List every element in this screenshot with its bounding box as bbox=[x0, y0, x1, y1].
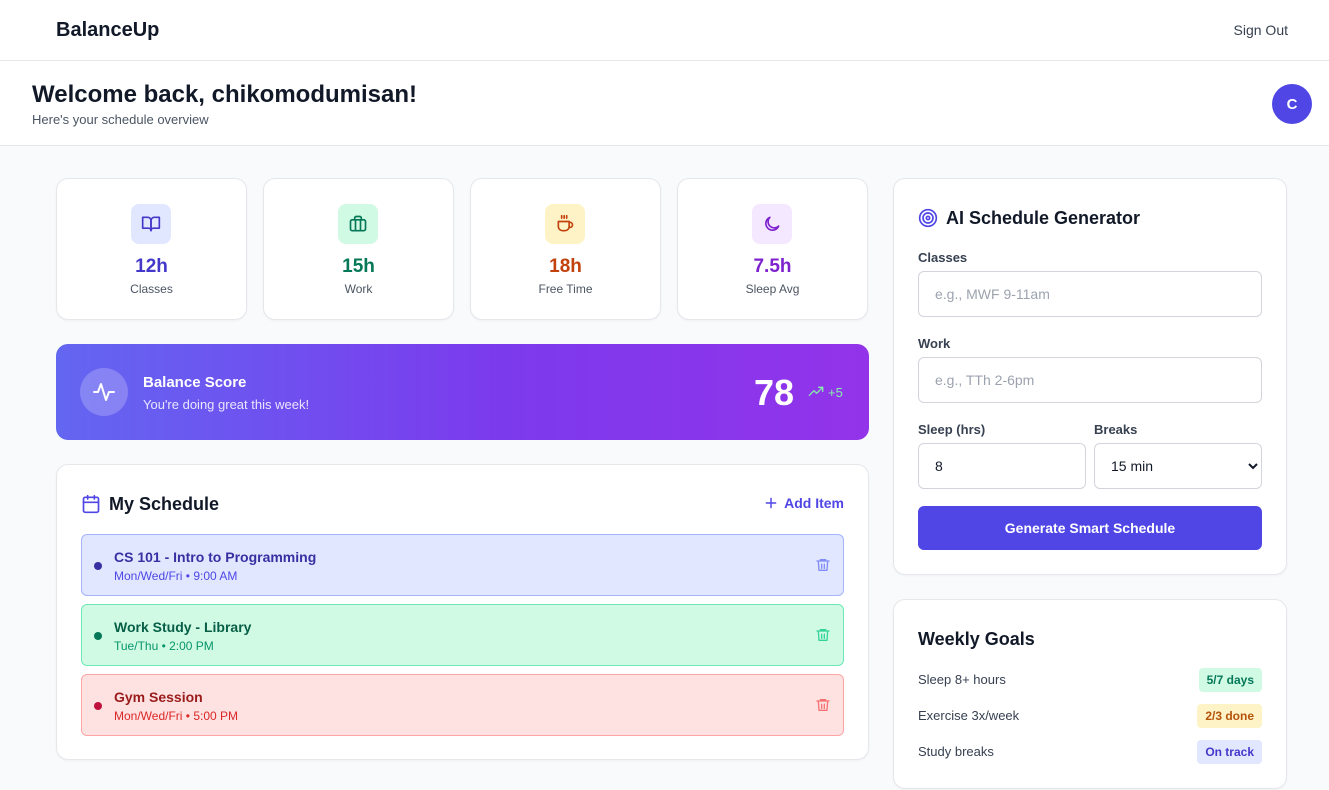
breaks-label: Breaks bbox=[1094, 422, 1138, 437]
goal-row: Exercise 3x/week 2/3 done bbox=[918, 704, 1262, 728]
balance-delta: +5 bbox=[808, 384, 843, 400]
avatar[interactable]: C bbox=[1272, 84, 1312, 124]
add-item-button[interactable]: Add Item bbox=[764, 495, 844, 511]
schedule-title: My Schedule bbox=[109, 494, 220, 514]
page-subtitle: Here's your schedule overview bbox=[32, 112, 209, 127]
sign-out-button[interactable]: Sign Out bbox=[1233, 22, 1288, 38]
trash-icon[interactable] bbox=[815, 627, 831, 643]
book-icon bbox=[131, 204, 171, 244]
target-icon bbox=[918, 208, 938, 228]
balance-subtitle: You're doing great this week! bbox=[143, 397, 310, 412]
balance-score-banner: Balance Score You're doing great this we… bbox=[56, 344, 869, 440]
schedule-item[interactable]: Gym Session Mon/Wed/Fri • 5:00 PM bbox=[81, 674, 844, 736]
schedule-card: My Schedule Add Item CS 101 - Intro to P… bbox=[56, 464, 869, 760]
balance-title: Balance Score bbox=[143, 374, 247, 391]
schedule-item-name: Work Study - Library bbox=[114, 619, 252, 635]
classes-input[interactable] bbox=[918, 271, 1262, 317]
welcome-header: Welcome back, chikomodumisan! Here's you… bbox=[0, 61, 1329, 146]
ai-generator-title: AI Schedule Generator bbox=[946, 208, 1141, 228]
stat-label: Work bbox=[344, 282, 373, 296]
goal-badge: 5/7 days bbox=[1198, 668, 1262, 692]
activity-icon bbox=[80, 368, 128, 416]
schedule-item[interactable]: CS 101 - Intro to Programming Mon/Wed/Fr… bbox=[81, 534, 844, 596]
schedule-item-time: Tue/Thu • 2:00 PM bbox=[114, 639, 214, 653]
goal-row: Study breaks On track bbox=[918, 740, 1262, 764]
goal-badge: On track bbox=[1197, 740, 1262, 764]
schedule-item-name: CS 101 - Intro to Programming bbox=[114, 549, 317, 565]
stat-card-classes: 12h Classes bbox=[56, 178, 247, 320]
moon-icon bbox=[752, 204, 792, 244]
stat-value: 12h bbox=[135, 256, 168, 277]
breaks-select[interactable]: 15 min bbox=[1094, 443, 1262, 489]
stat-value: 18h bbox=[549, 256, 582, 277]
trash-icon[interactable] bbox=[815, 557, 831, 573]
stat-card-sleep: 7.5h Sleep Avg bbox=[677, 178, 868, 320]
generate-schedule-button[interactable]: Generate Smart Schedule bbox=[918, 506, 1262, 550]
schedule-item-time: Mon/Wed/Fri • 9:00 AM bbox=[114, 569, 238, 583]
goal-row: Sleep 8+ hours 5/7 days bbox=[918, 668, 1262, 692]
status-dot bbox=[94, 632, 102, 640]
balance-delta-value: +5 bbox=[828, 384, 843, 400]
goal-label: Exercise 3x/week bbox=[918, 708, 1020, 723]
stat-card-free-time: 18h Free Time bbox=[470, 178, 661, 320]
stat-label: Classes bbox=[130, 282, 173, 296]
trash-icon[interactable] bbox=[815, 697, 831, 713]
stat-label: Free Time bbox=[538, 282, 593, 296]
stat-value: 7.5h bbox=[753, 256, 792, 277]
app-logo[interactable]: BalanceUp bbox=[56, 19, 160, 41]
work-input[interactable] bbox=[918, 357, 1262, 403]
briefcase-icon bbox=[338, 204, 378, 244]
balance-score-value: 78 bbox=[754, 372, 795, 413]
sleep-hours-input[interactable] bbox=[918, 443, 1086, 489]
status-dot bbox=[94, 562, 102, 570]
status-dot bbox=[94, 702, 102, 710]
classes-label: Classes bbox=[918, 250, 968, 265]
plus-icon bbox=[765, 497, 777, 509]
trending-up-icon bbox=[808, 386, 824, 396]
weekly-goals-card: Weekly Goals Sleep 8+ hours 5/7 days Exe… bbox=[893, 599, 1287, 789]
stat-card-work: 15h Work bbox=[263, 178, 454, 320]
ai-generator-card: AI Schedule Generator Classes Work Sleep… bbox=[893, 178, 1287, 575]
work-label: Work bbox=[918, 336, 951, 351]
weekly-goals-title: Weekly Goals bbox=[918, 629, 1035, 649]
schedule-item-time: Mon/Wed/Fri • 5:00 PM bbox=[114, 709, 239, 723]
sleep-label: Sleep (hrs) bbox=[918, 422, 986, 437]
goal-label: Study breaks bbox=[918, 744, 994, 759]
goal-badge: 2/3 done bbox=[1197, 704, 1262, 728]
goal-label: Sleep 8+ hours bbox=[918, 672, 1006, 687]
add-item-label: Add Item bbox=[784, 495, 844, 511]
stat-value: 15h bbox=[342, 256, 375, 277]
schedule-item-name: Gym Session bbox=[114, 689, 203, 705]
coffee-icon bbox=[545, 204, 585, 244]
top-nav: BalanceUp Sign Out bbox=[0, 0, 1329, 61]
schedule-item[interactable]: Work Study - Library Tue/Thu • 2:00 PM bbox=[81, 604, 844, 666]
page-title: Welcome back, chikomodumisan! bbox=[32, 81, 417, 108]
stat-label: Sleep Avg bbox=[745, 282, 800, 296]
calendar-icon bbox=[82, 494, 100, 514]
